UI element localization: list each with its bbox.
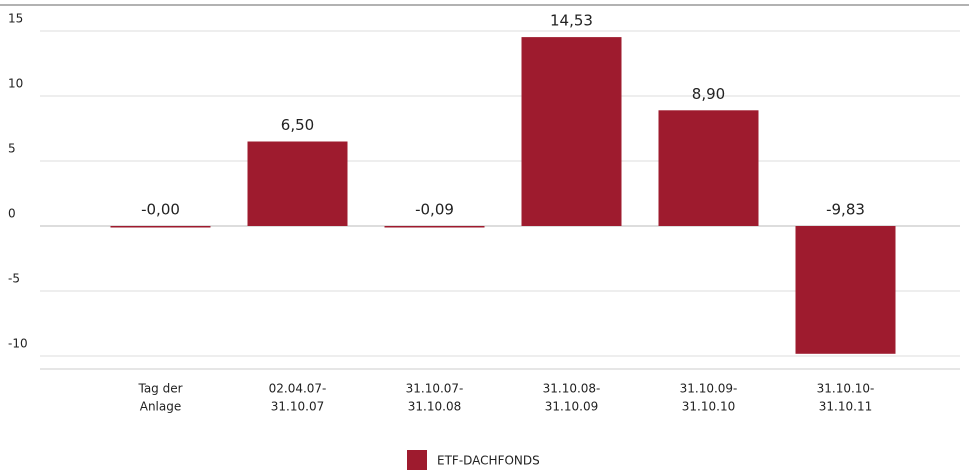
x-tick-label: 31.10.08- <box>543 382 601 396</box>
bar <box>384 226 485 228</box>
bar <box>110 226 211 228</box>
y-tick-label: 15 <box>8 12 23 26</box>
value-label: -0,00 <box>141 201 180 219</box>
y-tick-label: 0 <box>8 207 16 221</box>
y-tick-label: 10 <box>8 77 23 91</box>
bar <box>521 37 622 226</box>
y-tick-label: -5 <box>8 272 20 286</box>
value-label: -0,09 <box>415 201 454 219</box>
value-label: -9,83 <box>826 201 865 219</box>
y-tick-label: 5 <box>8 142 16 156</box>
legend-swatch <box>407 450 427 470</box>
value-label: 8,90 <box>692 85 725 103</box>
y-tick-label: -10 <box>8 337 28 351</box>
x-tick-label: 31.10.11 <box>819 400 872 414</box>
x-tick-label: 31.10.09- <box>680 382 738 396</box>
x-tick-label: Anlage <box>140 400 182 414</box>
x-tick-label: 02.04.07- <box>269 382 327 396</box>
x-tick-label: 31.10.08 <box>408 400 461 414</box>
x-tick-label: 31.10.07 <box>271 400 324 414</box>
x-tick-label: 31.10.10- <box>817 382 875 396</box>
value-label: 14,53 <box>550 12 593 30</box>
x-tick-label: 31.10.07- <box>406 382 464 396</box>
bar <box>247 141 348 226</box>
value-label: 6,50 <box>281 116 314 134</box>
bar <box>795 226 896 354</box>
x-tick-label: 31.10.10 <box>682 400 735 414</box>
bar <box>658 110 759 226</box>
legend-label: ETF-DACHFONDS <box>437 454 540 468</box>
x-tick-label: 31.10.09 <box>545 400 598 414</box>
x-tick-label: Tag der <box>137 382 182 396</box>
